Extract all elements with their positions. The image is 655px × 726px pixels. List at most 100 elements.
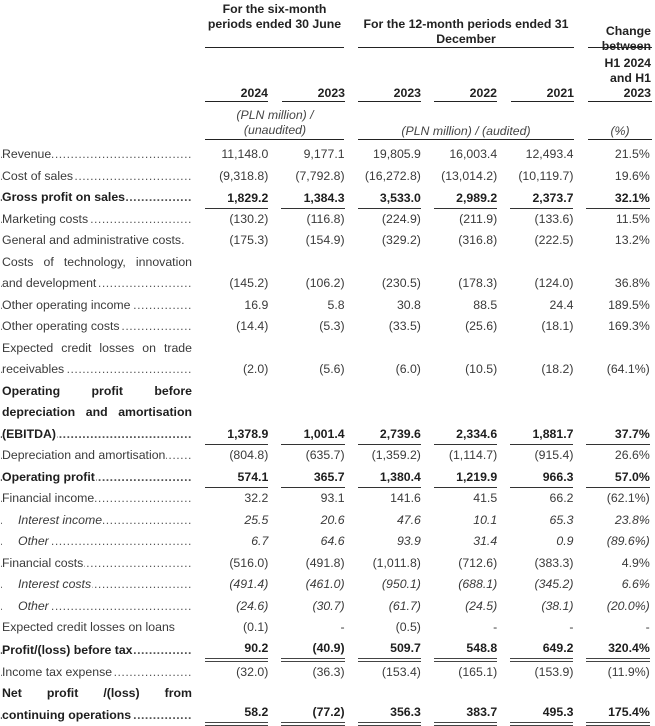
value-cell: 25.5 — [244, 512, 269, 527]
value-cell: 548.8 — [433, 639, 498, 662]
value-cell: 32.2 — [244, 491, 269, 505]
value-cell: (36.3) — [312, 664, 345, 679]
change-cell: 32.1% — [586, 188, 650, 209]
table-row: Operating profit 574.1 365.7 1,380.4 1,219.9… — [0, 466, 655, 488]
value-cell: 141.6 — [390, 491, 421, 505]
value-cell: 1,881.7 — [510, 424, 574, 445]
value-cell: 31.4 — [473, 534, 498, 548]
value-cell: (230.5) — [381, 276, 421, 290]
row-label-text: Depreciation and amortisation — [2, 445, 167, 467]
value-cell: (38.1) — [541, 598, 574, 613]
value-cell: (2.0) — [243, 362, 269, 376]
value-cell: 356.3 — [357, 703, 421, 726]
header-rule — [588, 101, 652, 102]
value-cell: (106.2) — [305, 276, 345, 290]
row-label-text: Interest income — [2, 509, 104, 531]
table-row: Other 6.7 64.6 93.9 31.4 0.9 (89.6%) — [0, 531, 655, 553]
header-rule — [358, 101, 421, 102]
value-cell: (133.6) — [534, 211, 574, 226]
row-label: Interest income — [0, 509, 192, 531]
value-cell: (211.9) — [459, 211, 498, 226]
value-cell: (804.8) — [229, 448, 269, 462]
value-cell: (124.0) — [534, 276, 574, 290]
value-cell: 30.8 — [396, 297, 421, 312]
row-label: Expected credit losses on trade receivab… — [0, 338, 192, 381]
value-cell: (712.6) — [458, 555, 498, 570]
value-cell: (13,014.2) — [441, 168, 498, 183]
value-cell: (130.2) — [229, 211, 269, 226]
change-cell: 26.6% — [614, 448, 650, 462]
table-row: Expected credit losses on loans (0.1) - (0.… — [0, 617, 655, 639]
value-cell: (10.5) — [465, 362, 498, 376]
value-cell: 2,739.6 — [357, 424, 421, 445]
header-rule — [358, 47, 574, 48]
value-cell: (383.3) — [534, 555, 574, 570]
value-cell: 90.2 — [205, 639, 269, 662]
table-row: Revenue 11,148.0 9,177.1 19,805.9 16,003.4 12… — [0, 144, 655, 166]
value-cell: 1,829.2 — [205, 188, 269, 209]
change-cell: 169.3% — [608, 319, 650, 333]
value-cell: 65.3 — [549, 512, 574, 527]
value-cell: (18.2) — [541, 362, 574, 376]
value-cell: 93.1 — [320, 491, 345, 505]
value-cell: 93.9 — [396, 534, 421, 548]
table-row: Financial costs (516.0) (491.8) (1,011.8) (7… — [0, 552, 655, 574]
header-rule — [282, 101, 345, 102]
row-label-text: General and administrative costs. — [2, 233, 186, 247]
value-cell: 1,219.9 — [433, 467, 498, 488]
units-six-month: (PLN million) / (unaudited) — [236, 108, 314, 137]
header-rule — [205, 101, 268, 102]
value-cell: 649.2 — [510, 639, 574, 662]
value-cell: (491.4) — [229, 577, 269, 591]
value-cell: (516.0) — [229, 555, 269, 570]
value-cell: (77.2) — [281, 703, 345, 726]
year-header: 2024 — [240, 86, 268, 100]
value-cell: 509.7 — [357, 639, 421, 662]
income-statement-table: Revenue 11,148.0 9,177.1 19,805.9 16,003.4 12… — [0, 144, 655, 726]
row-label: Expected credit losses on loans — [0, 617, 192, 639]
row-label: Other — [0, 531, 192, 553]
value-cell: (1,114.7) — [448, 448, 498, 462]
value-cell: (688.1) — [458, 577, 498, 591]
row-label-text: Other operating costs — [2, 316, 121, 338]
row-label: Operating profit — [0, 466, 192, 488]
value-cell: (61.7) — [388, 598, 421, 613]
value-cell: 64.6 — [320, 534, 345, 548]
row-label: Other operating costs — [0, 316, 192, 338]
value-cell: (116.8) — [306, 211, 345, 226]
value-cell: 0.9 — [556, 534, 574, 548]
value-cell: (0.5) — [395, 620, 421, 634]
table-row: Net profit /(loss) from continuing opera… — [0, 683, 655, 726]
table-row: Expected credit losses on trade receivab… — [0, 338, 655, 381]
table-row: General and administrative costs. (175.3)… — [0, 230, 655, 252]
value-cell: (178.3) — [458, 276, 498, 290]
value-cell: (165.1) — [458, 664, 498, 679]
row-label-text: Financial costs — [2, 552, 85, 574]
value-cell: 24.4 — [549, 297, 574, 312]
value-cell: (950.1) — [381, 577, 421, 591]
row-label-text: Other operating income — [2, 294, 132, 316]
row-label-text: Profit/(loss) before tax — [2, 640, 134, 662]
row-label: Costs of technology, innovation and deve… — [0, 252, 192, 295]
row-label-text: Operating profit — [2, 466, 96, 488]
value-cell: 1,384.3 — [281, 188, 345, 209]
value-cell: (10,119.7) — [518, 168, 574, 183]
change-group-header: Change between — [601, 24, 651, 53]
table-row: Other operating costs (14.4) (5.3) (33.5) (2… — [0, 316, 655, 338]
value-cell: 2,373.7 — [510, 188, 574, 209]
row-label-text: Expected credit losses on trade receivab… — [2, 340, 192, 376]
row-label-text: Cost of sales — [2, 165, 75, 187]
value-cell: 1,378.9 — [205, 424, 269, 445]
six-month-group-header: For the six-month periods ended 30 June — [207, 2, 342, 31]
table-row: Costs of technology, innovation and deve… — [0, 252, 655, 295]
row-label-text: Expected credit losses on loans — [2, 620, 176, 634]
change-cell: (62.1%) — [606, 491, 650, 505]
value-cell: - — [340, 620, 345, 634]
value-cell: 495.3 — [510, 703, 574, 726]
value-cell: (24.5) — [465, 598, 498, 613]
row-label: Interest costs — [0, 574, 192, 596]
table-row: Depreciation and amortisation (804.8) (635… — [0, 445, 655, 467]
header-rule — [205, 139, 344, 140]
value-cell: 19,805.9 — [373, 147, 421, 161]
row-label: Financial costs — [0, 552, 192, 574]
